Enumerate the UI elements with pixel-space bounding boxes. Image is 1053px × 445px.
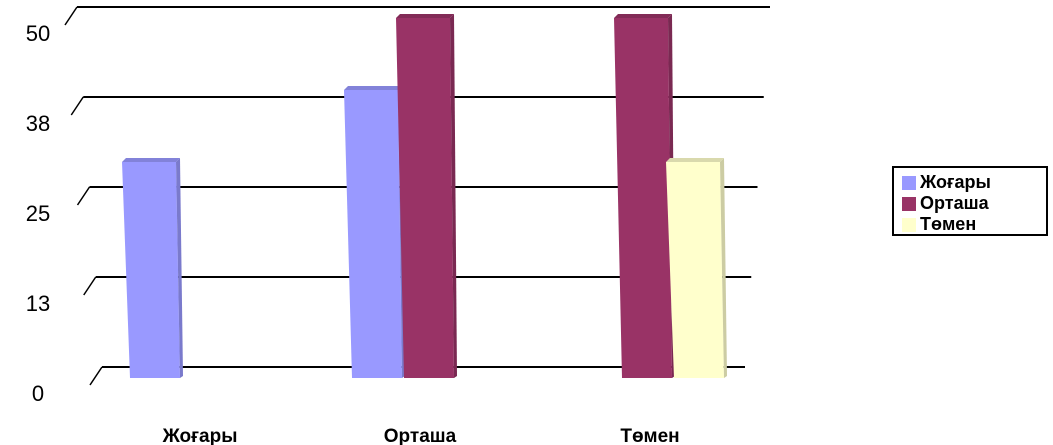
legend: Жоғары Орташа Төмен [892,166,1048,236]
bars [122,14,727,378]
legend-label-tomen: Төмен [920,214,977,234]
y-tick-label-2: 25 [26,201,50,226]
bar-Жоғары-Жоғары [122,158,183,378]
x-category-label-2: Төмен [620,426,679,445]
bar-Орташа-Орташа [396,14,457,378]
bar-Жоғары-Орташа [344,86,405,378]
y-tick-label-4: 50 [26,21,50,46]
x-category-label-1: Орташа [384,426,457,445]
legend-item-ortasha: Орташа [902,193,1046,214]
bar-Орташа-Төмен [614,14,675,378]
legend-item-zhogary: Жоғары [902,172,1046,193]
y-tick-label-0: 0 [32,381,44,406]
legend-swatch-tomen [902,217,916,232]
x-axis-category-labels: Жоғары Орташа Төмен [162,426,680,445]
x-category-label-0: Жоғары [162,426,238,445]
legend-item-tomen: Төмен [902,214,1046,235]
legend-label-ortasha: Орташа [920,193,989,213]
y-tick-label-3: 38 [26,111,50,136]
legend-label-zhogary: Жоғары [920,172,991,192]
y-axis-tick-labels: 0 13 25 38 50 [26,21,50,406]
bar-Төмен-Төмен [666,158,727,378]
legend-swatch-ortasha [902,196,916,211]
y-tick-label-1: 13 [26,291,50,316]
legend-swatch-zhogary [902,175,916,190]
gridline-4 [64,6,770,26]
